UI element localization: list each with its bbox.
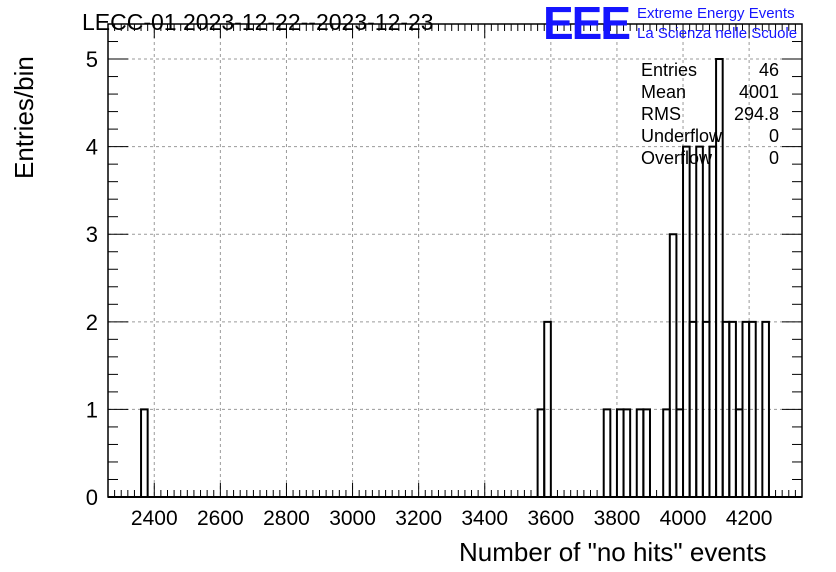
x-tick-label: 3400 (461, 507, 508, 530)
histogram-bar (668, 233, 678, 497)
stat-row-mean: Mean 4001 (641, 81, 779, 103)
x-tick-label: 3000 (329, 507, 376, 530)
histogram-bar (761, 320, 770, 497)
logo-line-2: La Scienza nelle Scuole (637, 25, 798, 42)
stat-value: 4001 (738, 82, 779, 102)
x-axis-label: Number of "no hits" events (459, 537, 767, 567)
y-tick-label: 0 (86, 485, 98, 510)
histogram-bar (543, 320, 552, 497)
stat-row-overflow: Overflow 0 (641, 147, 779, 169)
histogram-bar (602, 408, 612, 497)
y-tick-label: 2 (86, 310, 98, 335)
histogram-bar (140, 408, 149, 497)
axes-layer (107, 23, 803, 498)
x-tick-label: 3800 (594, 507, 641, 530)
y-tick-label: 3 (86, 222, 98, 247)
stat-value: 0 (768, 148, 779, 168)
stat-value: 46 (758, 60, 779, 80)
stat-label: Underflow (641, 126, 723, 146)
y-tick-label: 1 (86, 397, 98, 422)
stat-row-rms: RMS 294.8 (641, 103, 779, 125)
chart-title: LECC-01 2023-12-22--2023-12-23 (82, 9, 434, 35)
stat-label: Overflow (641, 148, 713, 168)
logo-line-1: Extreme Energy Events (637, 5, 795, 22)
stats-box: Entries 46 Mean 4001 RMS 294.8 Underflow… (641, 59, 779, 169)
stat-label: Entries (641, 60, 698, 80)
histogram-bar (715, 58, 724, 497)
stat-label: RMS (641, 104, 681, 124)
stat-row-entries: Entries 46 (641, 59, 779, 81)
stat-label: Mean (641, 82, 687, 102)
grid-layer (108, 24, 802, 497)
stat-row-underflow: Underflow 0 (641, 125, 779, 147)
plot-frame (107, 23, 803, 498)
histogram-bar (622, 408, 632, 497)
x-tick-label: 3600 (527, 507, 574, 530)
histogram-bar (748, 320, 757, 497)
x-tick-label: 4000 (660, 507, 707, 530)
eee-logo: EEE Extreme Energy Events La Scienza nel… (543, 0, 833, 49)
x-tick-label: 2400 (131, 507, 178, 530)
x-tick-label: 4200 (726, 507, 773, 530)
stat-value: 0 (768, 126, 779, 146)
ticks-layer: 2400 2600 2800 3000 3200 3400 3600 3800 4000 4200… (86, 23, 803, 530)
histogram-bar (642, 408, 651, 497)
x-tick-label: 3200 (395, 507, 442, 530)
y-tick-label: 5 (86, 47, 98, 72)
y-tick-label: 4 (86, 135, 98, 160)
x-tick-label: 2800 (263, 507, 310, 530)
logo-mark: EEE (543, 0, 631, 49)
x-tick-label: 2600 (197, 507, 244, 530)
y-axis-label: Entries/bin (9, 56, 39, 179)
stat-value: 294.8 (733, 104, 779, 124)
